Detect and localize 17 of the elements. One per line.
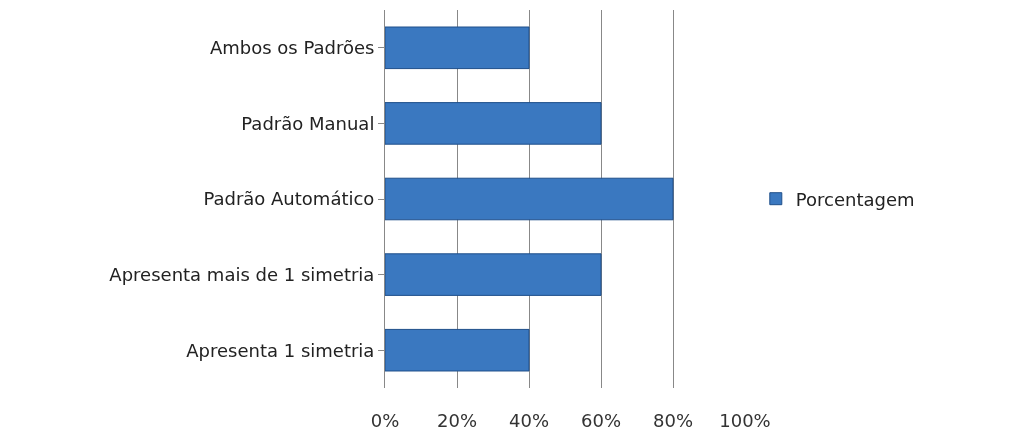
x-tick-label: 60%	[580, 410, 622, 431]
x-tick-label: 0%	[370, 410, 400, 431]
y-tick-label: Apresenta mais de 1 simetria	[109, 263, 375, 285]
x-tick-label: 40%	[508, 410, 550, 431]
x-tick-label: 80%	[652, 410, 694, 431]
bar	[385, 102, 602, 145]
y-tick-label: Ambos os Padrões	[209, 37, 375, 59]
y-tick-label: Padrão Automático	[203, 188, 375, 210]
bar	[385, 26, 530, 70]
y-tick-label: Padrão Manual	[241, 112, 375, 134]
bar	[385, 177, 674, 221]
x-tick-label: 100%	[719, 410, 771, 431]
bar	[385, 253, 602, 296]
legend-label: Porcentagem	[795, 188, 915, 210]
y-tick-label: Apresenta 1 simetria	[186, 339, 375, 361]
bar	[385, 328, 530, 372]
x-tick-label: 20%	[436, 410, 478, 431]
